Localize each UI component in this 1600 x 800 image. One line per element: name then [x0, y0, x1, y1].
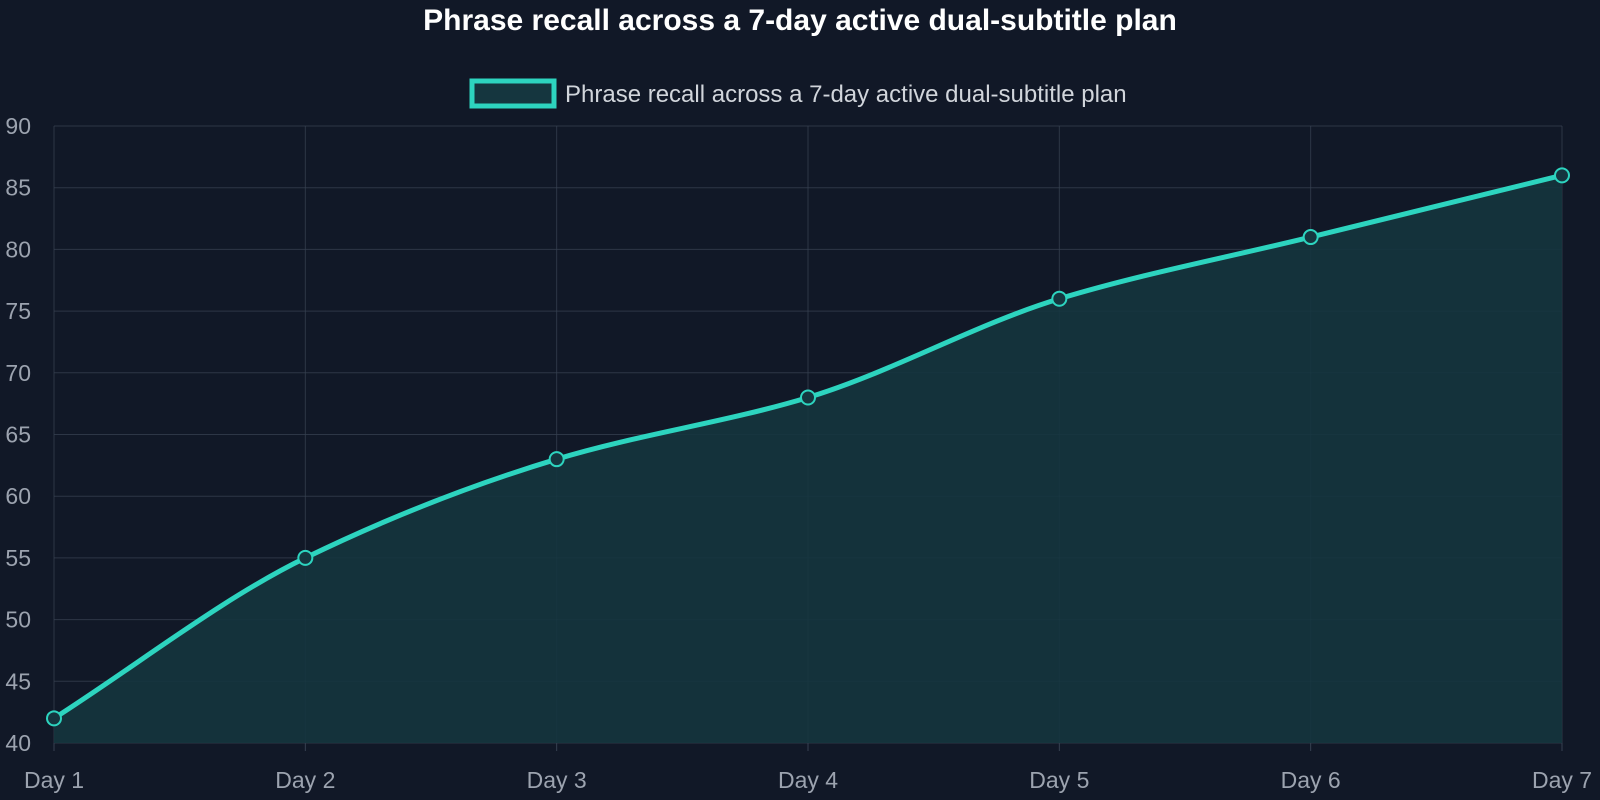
- x-tick-label: Day 1: [24, 767, 84, 793]
- x-axis: Day 1 Day 2 Day 3 Day 4 Day 5 Day 6 Day 7: [24, 767, 1592, 793]
- y-tick-label: 85: [5, 175, 31, 201]
- legend[interactable]: Phrase recall across a 7-day active dual…: [469, 78, 1127, 109]
- y-tick-label: 50: [5, 607, 31, 633]
- x-tick-label: Day 6: [1281, 767, 1341, 793]
- x-tick-label: Day 7: [1532, 767, 1592, 793]
- x-tick-label: Day 3: [527, 767, 587, 793]
- legend-label: Phrase recall across a 7-day active dual…: [565, 81, 1127, 108]
- y-tick-label: 45: [5, 668, 31, 694]
- data-point[interactable]: [1554, 167, 1570, 184]
- data-point[interactable]: [800, 389, 816, 406]
- data-point[interactable]: [297, 549, 314, 566]
- y-tick-label: 90: [5, 113, 31, 139]
- y-axis: 40 45 50 55 60 65 70 75 80 85 90: [5, 113, 31, 756]
- series-area-fill: [54, 175, 1562, 744]
- chart-title: Phrase recall across a 7-day active dual…: [423, 4, 1177, 37]
- y-tick-label: 40: [5, 730, 31, 756]
- y-tick-label: 55: [5, 545, 31, 571]
- y-tick-label: 80: [5, 236, 31, 262]
- y-tick-label: 60: [5, 483, 31, 509]
- area-layer: [54, 175, 1562, 744]
- data-point[interactable]: [1051, 290, 1068, 307]
- y-tick-label: 65: [5, 422, 31, 448]
- x-tick-label: Day 5: [1029, 767, 1089, 793]
- x-tick-label: Day 2: [275, 767, 335, 793]
- legend-swatch: [469, 78, 557, 109]
- y-tick-label: 70: [5, 360, 31, 386]
- point-layer: [46, 167, 1570, 727]
- data-point[interactable]: [1302, 229, 1319, 246]
- data-point[interactable]: [46, 710, 62, 727]
- data-point[interactable]: [548, 451, 565, 468]
- x-tick-label: Day 4: [778, 767, 838, 793]
- y-tick-label: 75: [5, 298, 31, 324]
